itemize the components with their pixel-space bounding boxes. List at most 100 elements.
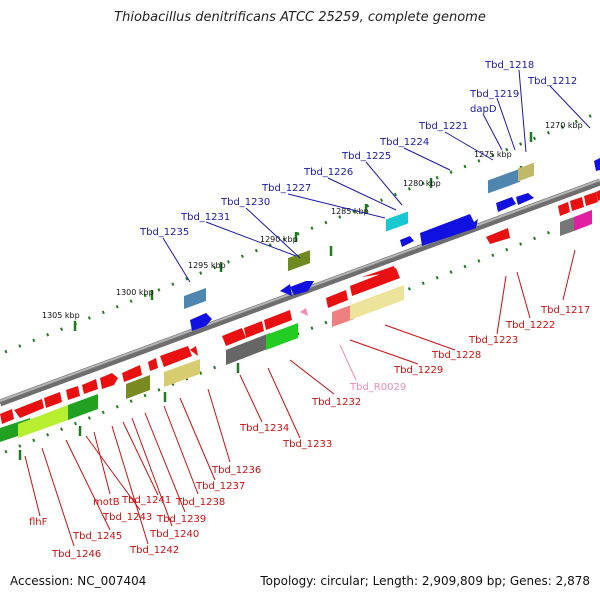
gene-label[interactable]: Tbd_1221 bbox=[418, 121, 468, 132]
gene-label[interactable]: Tbd_1242 bbox=[129, 545, 179, 556]
cog-box-magenta[interactable] bbox=[574, 210, 592, 231]
cds-arrow[interactable] bbox=[362, 266, 396, 277]
cds-arrow[interactable] bbox=[496, 197, 516, 212]
cds-arrow[interactable] bbox=[244, 321, 264, 338]
genome-summary-text: Topology: circular; Length: 2,909,809 bp… bbox=[260, 574, 590, 588]
cds-arrow[interactable] bbox=[148, 358, 158, 371]
scale-label-1305: 1305 kbp bbox=[42, 311, 80, 320]
gene-label[interactable]: Tbd_1218 bbox=[484, 60, 534, 71]
forward-cog-track bbox=[184, 162, 534, 310]
cog-box-gray[interactable] bbox=[560, 217, 574, 236]
gene-label[interactable]: Tbd_1235 bbox=[139, 227, 189, 238]
gene-label[interactable]: Tbd_1229 bbox=[393, 365, 443, 376]
cog-box-green[interactable] bbox=[266, 323, 298, 350]
reverse-cog-track bbox=[0, 210, 592, 442]
lower-callout-lines bbox=[24, 249, 576, 547]
cog-box-cyan[interactable] bbox=[386, 211, 408, 232]
gene-label[interactable]: Tbd_1241 bbox=[121, 495, 171, 506]
gene-label[interactable]: Tbd_1238 bbox=[175, 497, 225, 508]
gene-label[interactable]: Tbd_1223 bbox=[468, 335, 518, 346]
upper-callout-lines bbox=[162, 69, 591, 283]
gene-label[interactable]: Tbd_1224 bbox=[379, 137, 429, 148]
cog-box-olive[interactable] bbox=[288, 250, 310, 272]
gene-label[interactable]: Tbd_1232 bbox=[311, 397, 361, 408]
gene-label[interactable]: Tbd_1240 bbox=[149, 529, 199, 540]
cds-arrow[interactable] bbox=[400, 236, 414, 247]
cds-arrow[interactable] bbox=[100, 373, 118, 389]
gene-label[interactable]: Tbd_1245 bbox=[72, 531, 122, 542]
cog-box-khaki[interactable] bbox=[350, 285, 404, 320]
gene-label[interactable]: Tbd_1222 bbox=[505, 320, 555, 331]
scale-label-1300: 1300 kbp bbox=[116, 288, 154, 297]
cds-arrow[interactable] bbox=[190, 313, 212, 331]
upper-gene-labels: Tbd_1218 Tbd_1212 Tbd_1219 dapD Tbd_1221… bbox=[139, 60, 577, 238]
gene-label[interactable]: Tbd_1217 bbox=[540, 305, 590, 316]
scale-label-1275: 1275 kbp bbox=[474, 150, 512, 159]
cds-arrow[interactable] bbox=[290, 281, 314, 295]
scale-label-1290: 1290 kbp bbox=[260, 235, 298, 244]
cds-arrow[interactable] bbox=[596, 190, 600, 201]
cds-arrow[interactable] bbox=[486, 228, 510, 244]
cog-box-blue[interactable] bbox=[184, 288, 206, 310]
cog-box-green[interactable] bbox=[68, 394, 98, 420]
scale-label-1270: 1270 kbp bbox=[545, 121, 583, 130]
cds-arrow[interactable] bbox=[326, 290, 348, 308]
gene-label[interactable]: Tbd_1227 bbox=[261, 183, 311, 194]
gene-label[interactable]: Tbd_1212 bbox=[527, 76, 577, 87]
upper-tick-row bbox=[4, 110, 600, 354]
gene-label[interactable]: Tbd_1231 bbox=[180, 212, 230, 223]
major-ticks bbox=[18, 132, 533, 460]
cds-arrow[interactable] bbox=[82, 379, 98, 394]
cog-box-gray[interactable] bbox=[226, 333, 270, 365]
cds-arrow[interactable] bbox=[350, 268, 400, 296]
gene-label[interactable]: Tbd_1239 bbox=[156, 514, 206, 525]
cds-arrow[interactable] bbox=[14, 399, 44, 418]
rna-marker[interactable] bbox=[300, 308, 308, 316]
cds-arrow[interactable] bbox=[264, 310, 292, 330]
cog-box-khaki[interactable] bbox=[518, 162, 534, 182]
cds-arrow[interactable] bbox=[420, 214, 478, 246]
cds-arrow[interactable] bbox=[0, 409, 14, 424]
cds-arrow[interactable] bbox=[44, 392, 62, 408]
reverse-cds-track bbox=[0, 190, 600, 424]
gene-label[interactable]: dapD bbox=[470, 104, 497, 115]
gene-label[interactable]: motB bbox=[93, 497, 120, 508]
gene-label[interactable]: flhF bbox=[29, 517, 48, 528]
cog-box-pink[interactable] bbox=[332, 304, 354, 327]
scale-label-1295: 1295 kbp bbox=[188, 261, 226, 270]
cds-arrow[interactable] bbox=[594, 158, 600, 171]
cds-arrow[interactable] bbox=[570, 197, 584, 211]
cds-arrow[interactable] bbox=[66, 386, 80, 400]
scale-label-1285: 1285 kbp bbox=[331, 207, 369, 216]
cog-box-blue[interactable] bbox=[506, 168, 520, 187]
gene-label[interactable]: Tbd_1243 bbox=[102, 512, 152, 523]
cog-box-blue[interactable] bbox=[488, 172, 510, 194]
cog-box-lime[interactable] bbox=[18, 405, 68, 438]
cds-arrow[interactable] bbox=[558, 202, 570, 216]
cog-box-khaki[interactable] bbox=[164, 359, 200, 387]
gene-label[interactable]: Tbd_1226 bbox=[303, 167, 353, 178]
cds-arrow[interactable] bbox=[190, 346, 198, 356]
gene-label[interactable]: Tbd_1237 bbox=[195, 481, 245, 492]
scale-labels: 1270 kbp 1275 kbp 1280 kbp 1285 kbp 1290… bbox=[42, 121, 583, 320]
gene-label[interactable]: Tbd_1236 bbox=[211, 465, 261, 476]
lower-gene-labels: Tbd_1217 Tbd_1222 Tbd_1223 Tbd_1228 Tbd_… bbox=[29, 305, 590, 560]
gene-label[interactable]: Tbd_R0029 bbox=[349, 382, 406, 393]
cds-arrow[interactable] bbox=[160, 346, 192, 367]
lower-tick-row bbox=[4, 210, 600, 454]
gene-label[interactable]: Tbd_1225 bbox=[341, 151, 391, 162]
gene-label[interactable]: Tbd_1246 bbox=[51, 549, 101, 560]
gene-label[interactable]: Tbd_1228 bbox=[431, 350, 481, 361]
gene-label[interactable]: Tbd_1234 bbox=[239, 423, 289, 434]
cds-arrow[interactable] bbox=[584, 192, 598, 206]
gene-label[interactable]: Tbd_1219 bbox=[469, 89, 519, 100]
cog-box-olive[interactable] bbox=[126, 375, 150, 399]
cds-arrow[interactable] bbox=[222, 328, 246, 346]
cds-arrow[interactable] bbox=[122, 365, 142, 382]
cds-arrow[interactable] bbox=[280, 284, 292, 296]
forward-cds-track bbox=[190, 158, 600, 331]
gene-label[interactable]: Tbd_1230 bbox=[220, 197, 270, 208]
cds-arrow[interactable] bbox=[516, 193, 534, 205]
gene-label[interactable]: Tbd_1233 bbox=[282, 439, 332, 450]
